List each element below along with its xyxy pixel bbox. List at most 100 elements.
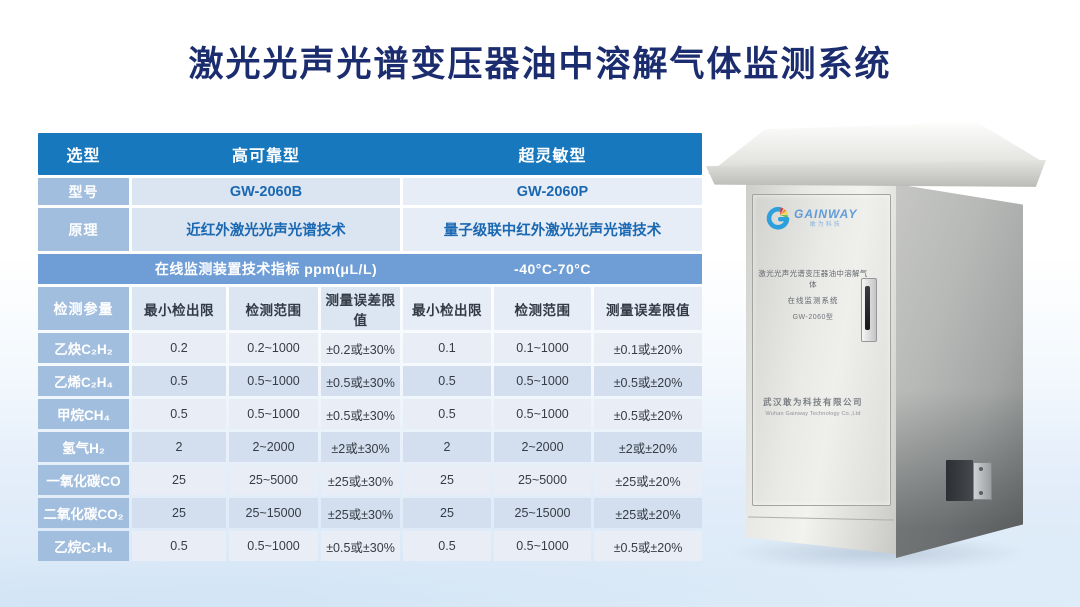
value-error-b: ±0.1或±20% — [594, 333, 702, 363]
company-nameplate: 武汉敢为科技有限公司 Wuhan Gainway Technology Co.,… — [756, 396, 870, 417]
door-label-line3: GW-2060型 — [792, 314, 834, 321]
spec-table: 选型 高可靠型 超灵敏型 型号 GW-2060B GW-2060P 原理 近红外… — [38, 133, 702, 564]
value-min-detect-a: 0.2 — [132, 333, 226, 363]
value-range-b: 0.1~1000 — [494, 333, 591, 363]
door-handle — [861, 278, 877, 342]
cabinet-side-panel — [896, 184, 1023, 558]
model-b: GW-2060P — [403, 178, 702, 205]
value-range-a: 0.5~1000 — [229, 399, 318, 429]
param-label: 乙烷C₂H₆ — [38, 531, 129, 561]
door-label-line2: 在线监测系统 — [787, 296, 839, 305]
table-row: 一氧化碳CO 25 25~5000 ±25或±30% 25 25~5000 ±2… — [38, 465, 702, 495]
side-junction-plate — [973, 462, 992, 500]
principle-row: 原理 近红外激光光声光谱技术 量子级联中红外激光光声光谱技术 — [38, 208, 702, 251]
col-header-min-detect-a: 最小检出限 — [132, 287, 226, 330]
value-range-b: 2~2000 — [494, 432, 591, 462]
gainway-logo: GAINWAY 敢为科技 — [766, 206, 876, 230]
table-body: 乙炔C₂H₂ 0.2 0.2~1000 ±0.2或±30% 0.1 0.1~10… — [38, 333, 702, 561]
table-header-row: 选型 高可靠型 超灵敏型 — [38, 133, 702, 175]
param-label: 乙炔C₂H₂ — [38, 333, 129, 363]
value-range-a: 25~15000 — [229, 498, 318, 528]
value-range-b: 25~5000 — [494, 465, 591, 495]
param-label: 氢气H₂ — [38, 432, 129, 462]
band-spacer — [38, 254, 129, 284]
value-error-a: ±0.5或±30% — [321, 366, 400, 396]
door-handle-slot — [865, 286, 870, 330]
value-error-a: ±2或±30% — [321, 432, 400, 462]
band-left-text: 在线监测装置技术指标 ppm(μL/L) — [154, 261, 378, 277]
product-photo-cabinet: GAINWAY 敢为科技 激光光声光谱变压器油中溶解气体 在线监测系统 GW-2… — [700, 116, 1052, 596]
header-variant-ultra-sensitive: 超灵敏型 — [518, 148, 587, 165]
value-min-detect-b: 2 — [403, 432, 491, 462]
value-range-a: 2~2000 — [229, 432, 318, 462]
door-label-text: 激光光声光谱变压器油中溶解气体 在线监测系统 GW-2060型 — [758, 268, 868, 322]
value-range-a: 0.5~1000 — [229, 531, 318, 561]
company-name-en: Wuhan Gainway Technology Co.,Ltd — [765, 411, 861, 417]
model-label: 型号 — [38, 178, 129, 205]
value-error-b: ±2或±20% — [594, 432, 702, 462]
param-label: 二氧化碳CO₂ — [38, 498, 129, 528]
cabinet-door — [752, 194, 891, 506]
value-min-detect-a: 0.5 — [132, 531, 226, 561]
company-name-cn: 武汉敢为科技有限公司 — [762, 397, 863, 407]
param-label: 乙烯C₂H₄ — [38, 366, 129, 396]
col-header-range-a: 检测范围 — [229, 287, 318, 330]
gainway-logo-text: GAINWAY 敢为科技 — [794, 208, 857, 228]
value-error-a: ±25或±30% — [321, 498, 400, 528]
value-min-detect-a: 2 — [132, 432, 226, 462]
principle-label: 原理 — [38, 208, 129, 251]
value-min-detect-b: 25 — [403, 465, 491, 495]
principle-b: 量子级联中红外激光光声光谱技术 — [403, 208, 702, 251]
column-header-row: 检测参量 最小检出限 检测范围 测量误差限值 最小检出限 检测范围 测量误差限值 — [38, 287, 702, 330]
model-a: GW-2060B — [132, 178, 400, 205]
table-row: 乙烷C₂H₆ 0.5 0.5~1000 ±0.5或±30% 0.5 0.5~10… — [38, 531, 702, 561]
value-range-b: 25~15000 — [494, 498, 591, 528]
table-row: 氢气H₂ 2 2~2000 ±2或±30% 2 2~2000 ±2或±20% — [38, 432, 702, 462]
value-error-b: ±0.5或±20% — [594, 399, 702, 429]
col-header-error-a: 测量误差限值 — [321, 287, 400, 330]
value-error-a: ±0.2或±30% — [321, 333, 400, 363]
model-row: 型号 GW-2060B GW-2060P — [38, 178, 702, 205]
value-min-detect-a: 25 — [132, 498, 226, 528]
header-variant-high-reliability: 高可靠型 — [231, 148, 300, 165]
param-label: 甲烷CH₄ — [38, 399, 129, 429]
columns-label: 检测参量 — [38, 287, 129, 330]
param-label: 一氧化碳CO — [38, 465, 129, 495]
value-range-b: 0.5~1000 — [494, 531, 591, 561]
value-min-detect-a: 0.5 — [132, 399, 226, 429]
logo-sub-text: 敢为科技 — [809, 222, 842, 228]
value-range-b: 0.5~1000 — [494, 366, 591, 396]
value-error-b: ±0.5或±20% — [594, 531, 702, 561]
value-min-detect-a: 0.5 — [132, 366, 226, 396]
value-error-a: ±25或±30% — [321, 465, 400, 495]
gainway-logo-icon — [766, 206, 790, 230]
value-min-detect-b: 0.5 — [403, 399, 491, 429]
side-junction-box — [946, 460, 973, 501]
value-min-detect-b: 0.5 — [403, 366, 491, 396]
table-row: 甲烷CH₄ 0.5 0.5~1000 ±0.5或±30% 0.5 0.5~100… — [38, 399, 702, 429]
col-header-range-b: 检测范围 — [494, 287, 591, 330]
table-row: 乙烯C₂H₄ 0.5 0.5~1000 ±0.5或±30% 0.5 0.5~10… — [38, 366, 702, 396]
col-header-error-b: 测量误差限值 — [594, 287, 702, 330]
logo-brand-text: GAINWAY — [794, 207, 858, 221]
value-error-b: ±0.5或±20% — [594, 366, 702, 396]
value-range-a: 0.5~1000 — [229, 366, 318, 396]
value-error-b: ±25或±20% — [594, 498, 702, 528]
table-row: 乙炔C₂H₂ 0.2 0.2~1000 ±0.2或±30% 0.1 0.1~10… — [38, 333, 702, 363]
value-error-b: ±25或±20% — [594, 465, 702, 495]
value-range-b: 0.5~1000 — [494, 399, 591, 429]
header-selection: 选型 — [66, 148, 101, 165]
door-label-line1: 激光光声光谱变压器油中溶解气体 — [758, 269, 868, 289]
principle-a: 近红外激光光声光谱技术 — [132, 208, 400, 251]
tech-indicator-band: 在线监测装置技术指标 ppm(μL/L) -40°C-70°C — [38, 254, 702, 284]
value-min-detect-b: 0.1 — [403, 333, 491, 363]
value-range-a: 25~5000 — [229, 465, 318, 495]
value-error-a: ±0.5或±30% — [321, 531, 400, 561]
value-min-detect-a: 25 — [132, 465, 226, 495]
col-header-min-detect-b: 最小检出限 — [403, 287, 491, 330]
band-temperature-range: -40°C-70°C — [514, 261, 591, 277]
page-title: 激光光声光谱变压器油中溶解气体监测系统 — [188, 45, 892, 84]
value-range-a: 0.2~1000 — [229, 333, 318, 363]
table-row: 二氧化碳CO₂ 25 25~15000 ±25或±30% 25 25~15000… — [38, 498, 702, 528]
value-min-detect-b: 25 — [403, 498, 491, 528]
